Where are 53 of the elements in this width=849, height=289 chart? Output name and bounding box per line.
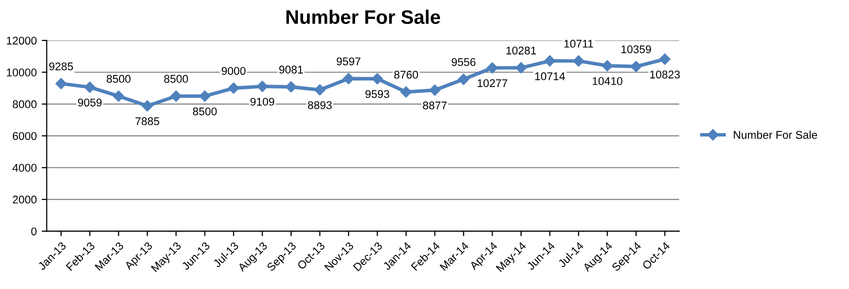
y-tick-label: 12000 [6, 36, 37, 45]
point [228, 82, 240, 94]
point [84, 82, 96, 93]
data-label: 10359 [621, 45, 651, 54]
point [486, 62, 498, 74]
data-label: 8877 [422, 102, 447, 110]
point [342, 73, 354, 84]
y-tick-label: 6000 [12, 132, 37, 140]
legend-label: Number For Sale [734, 130, 818, 139]
y-tick-label: 10000 [6, 68, 37, 76]
point [55, 78, 67, 90]
point [112, 90, 124, 102]
point [429, 84, 440, 96]
data-label: 7885 [136, 117, 160, 126]
data-label: 9081 [279, 66, 303, 74]
data-label: 10823 [650, 70, 680, 78]
data-label: 8500 [192, 107, 217, 116]
data-label: 10711 [564, 40, 594, 48]
point [659, 54, 670, 65]
data-label: 10714 [535, 72, 565, 80]
data-label: 8500 [164, 74, 188, 83]
point [285, 81, 297, 92]
data-label: 9109 [250, 98, 274, 106]
y-tick-label: 2000 [12, 196, 37, 204]
data-label: 10281 [506, 46, 536, 54]
point [515, 62, 527, 74]
data-label: 9597 [336, 57, 360, 66]
point [372, 73, 383, 84]
point [199, 90, 210, 102]
point [630, 60, 642, 72]
chart-title: Number For Sale [286, 10, 440, 24]
data-label: 9556 [452, 58, 476, 66]
data-label: 10410 [592, 77, 622, 86]
data-label: 8893 [308, 101, 332, 110]
data-label: 9059 [78, 98, 102, 106]
point [458, 74, 470, 85]
point [572, 55, 584, 67]
point [170, 90, 182, 102]
y-tick-label: 8000 [12, 100, 37, 108]
point [142, 100, 153, 112]
data-label: 8500 [106, 74, 130, 83]
y-tick-label: 4000 [12, 164, 37, 172]
data-label: 8760 [394, 70, 418, 79]
point [544, 55, 556, 67]
point [314, 84, 326, 96]
data-label: 9593 [365, 90, 390, 98]
y-tick-label: 0 [31, 227, 37, 236]
point [602, 60, 613, 72]
data-label: 10277 [478, 79, 508, 88]
point [256, 80, 268, 92]
data-label: 9000 [222, 66, 246, 75]
data-label: 9285 [49, 62, 73, 70]
point [400, 86, 412, 98]
